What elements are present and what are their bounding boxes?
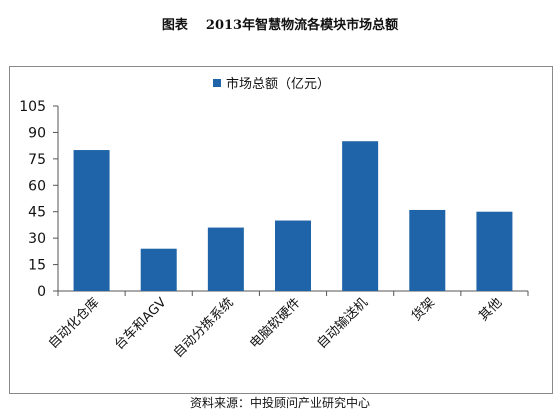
legend-label: 市场总额（亿元） xyxy=(226,76,330,92)
bar xyxy=(73,150,110,291)
bar xyxy=(342,141,379,291)
axes: 0 15 30 45 60 75 90 105 xyxy=(19,99,529,300)
x-category-label: 自动化仓库 xyxy=(45,295,102,352)
y-tick-label: 0 xyxy=(37,284,46,300)
y-tick-label: 60 xyxy=(28,178,46,194)
title-text: 2013年智慧物流各模块市场总额 xyxy=(205,18,399,33)
bar xyxy=(275,220,311,291)
bar xyxy=(140,248,177,291)
y-tick-label: 45 xyxy=(28,205,46,221)
legend: 市场总额（亿元） xyxy=(213,76,330,92)
y-tick-label: 105 xyxy=(19,99,46,115)
x-category-label: 自动输送机 xyxy=(314,295,371,352)
x-category-label: 其他 xyxy=(476,295,505,324)
x-category-label: 电脑软硬件 xyxy=(247,295,304,352)
x-category-label: 货架 xyxy=(408,295,438,325)
x-category-label: 自动分拣系统 xyxy=(171,295,237,361)
category-labels: 自动化仓库 台车和AGV 自动分拣系统 电脑软硬件 自动输送机 货架 其他 xyxy=(45,294,505,361)
y-tick-label: 90 xyxy=(28,125,46,141)
y-tick-label: 15 xyxy=(28,258,46,274)
x-category-label: 台车和AGV xyxy=(111,294,170,353)
bar xyxy=(207,227,244,291)
legend-swatch xyxy=(213,79,221,87)
bar xyxy=(476,211,513,291)
y-tick-label: 30 xyxy=(28,231,46,247)
chart-title: 图表 2013年智慧物流各模块市场总额 xyxy=(0,14,560,33)
figure-label: 图表 xyxy=(161,18,188,33)
source-note: 资料来源：中投顾问产业研究中心 xyxy=(189,396,370,410)
bar xyxy=(409,209,446,291)
bars xyxy=(73,141,513,291)
y-tick-label: 75 xyxy=(28,152,46,168)
